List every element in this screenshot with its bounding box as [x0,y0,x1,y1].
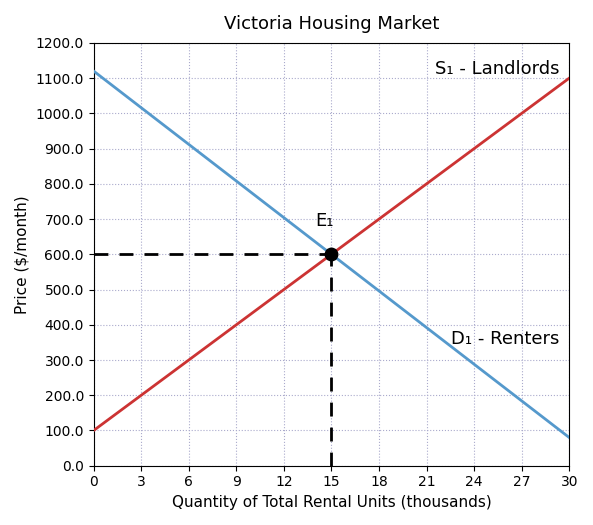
Text: S₁ - Landlords: S₁ - Landlords [435,60,560,78]
Text: D₁ - Renters: D₁ - Renters [451,330,560,348]
X-axis label: Quantity of Total Rental Units (thousands): Quantity of Total Rental Units (thousand… [171,495,492,510]
Title: Victoria Housing Market: Victoria Housing Market [224,15,439,33]
Y-axis label: Price ($/month): Price ($/month) [15,195,30,313]
Text: E₁: E₁ [315,212,334,230]
